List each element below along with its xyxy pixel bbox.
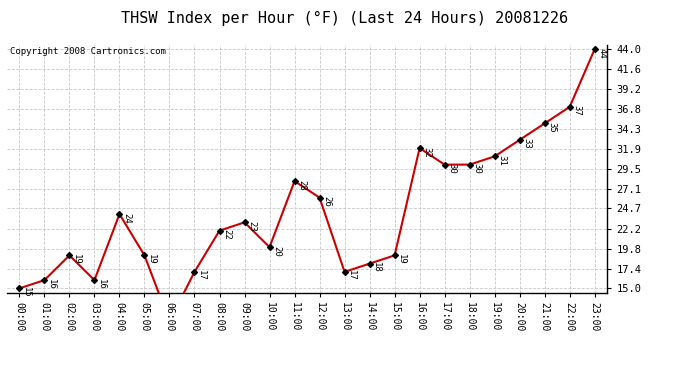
Text: 17: 17 bbox=[347, 270, 356, 281]
Text: 20: 20 bbox=[272, 246, 281, 256]
Text: Copyright 2008 Cartronics.com: Copyright 2008 Cartronics.com bbox=[10, 48, 166, 57]
Text: 23: 23 bbox=[247, 221, 256, 232]
Text: 30: 30 bbox=[472, 163, 481, 174]
Text: 28: 28 bbox=[297, 180, 306, 190]
Text: 16: 16 bbox=[47, 279, 56, 290]
Text: 19: 19 bbox=[72, 254, 81, 265]
Text: 37: 37 bbox=[572, 105, 581, 116]
Text: THSW Index per Hour (°F) (Last 24 Hours) 20081226: THSW Index per Hour (°F) (Last 24 Hours)… bbox=[121, 11, 569, 26]
Text: 19: 19 bbox=[147, 254, 156, 265]
Text: 17: 17 bbox=[197, 270, 206, 281]
Text: 19: 19 bbox=[397, 254, 406, 265]
Text: 31: 31 bbox=[497, 155, 506, 166]
Text: 18: 18 bbox=[372, 262, 381, 273]
Text: 11: 11 bbox=[0, 374, 1, 375]
Text: 15: 15 bbox=[22, 287, 31, 298]
Text: 30: 30 bbox=[447, 163, 456, 174]
Text: 24: 24 bbox=[122, 213, 131, 223]
Text: 26: 26 bbox=[322, 196, 331, 207]
Text: 16: 16 bbox=[97, 279, 106, 290]
Text: 35: 35 bbox=[547, 122, 556, 133]
Text: 32: 32 bbox=[422, 147, 431, 158]
Text: 33: 33 bbox=[522, 138, 531, 149]
Text: 44: 44 bbox=[597, 48, 606, 58]
Text: 22: 22 bbox=[222, 229, 231, 240]
